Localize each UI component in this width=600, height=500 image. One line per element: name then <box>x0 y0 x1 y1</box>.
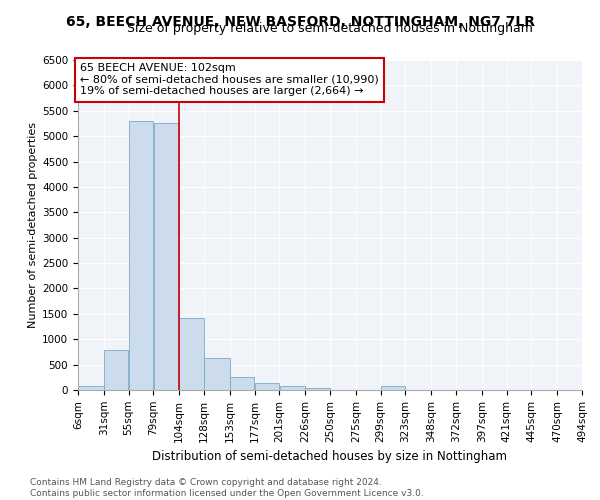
Bar <box>280 386 305 390</box>
Text: Contains HM Land Registry data © Crown copyright and database right 2024.
Contai: Contains HM Land Registry data © Crown c… <box>30 478 424 498</box>
Bar <box>305 388 330 390</box>
Bar <box>154 124 179 390</box>
Text: 65 BEECH AVENUE: 102sqm
← 80% of semi-detached houses are smaller (10,990)
19% o: 65 BEECH AVENUE: 102sqm ← 80% of semi-de… <box>80 64 379 96</box>
Bar <box>255 384 279 390</box>
Y-axis label: Number of semi-detached properties: Number of semi-detached properties <box>28 122 38 328</box>
Title: Size of property relative to semi-detached houses in Nottingham: Size of property relative to semi-detach… <box>127 22 533 35</box>
Bar <box>78 386 104 390</box>
Bar <box>104 350 128 390</box>
Bar <box>204 358 230 390</box>
Bar <box>230 378 254 390</box>
Bar <box>381 386 405 390</box>
Bar <box>129 121 153 390</box>
Text: 65, BEECH AVENUE, NEW BASFORD, NOTTINGHAM, NG7 7LR: 65, BEECH AVENUE, NEW BASFORD, NOTTINGHA… <box>65 15 535 29</box>
Bar <box>179 318 204 390</box>
X-axis label: Distribution of semi-detached houses by size in Nottingham: Distribution of semi-detached houses by … <box>152 450 508 463</box>
